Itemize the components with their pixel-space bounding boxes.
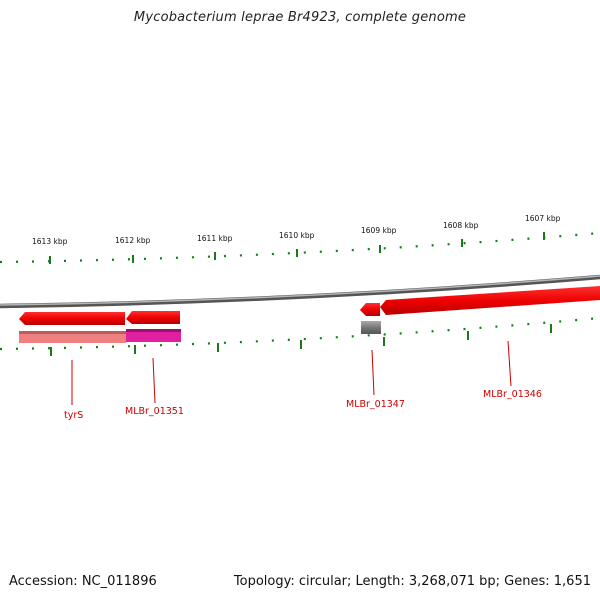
cds-block-MLBr_01347[interactable] [361,321,381,334]
scale-label-1611: 1611 kbp [197,234,233,243]
gene-label-MLBr_01347[interactable]: MLBr_01347 [346,399,405,410]
genome-summary: Topology: circular; Length: 3,268,071 bp… [233,574,591,589]
outer-major-ticks [49,232,545,264]
gene-label-MLBr_01346[interactable]: MLBr_01346 [483,389,542,400]
scale-label-1609: 1609 kbp [361,226,397,235]
map-title: Mycobacterium leprae Br4923, complete ge… [133,10,467,25]
gene-label-tyrS[interactable]: tyrS [64,410,83,421]
cds-block-tyrS[interactable] [19,331,126,343]
gene-arrow-MLBr_01346[interactable] [380,286,600,315]
gene-label-MLBr_01351[interactable]: MLBr_01351 [125,406,184,417]
gene-leader-lines [71,340,512,405]
cds-block-MLBr_01351[interactable] [126,329,181,342]
scale-label-1613: 1613 kbp [32,237,68,246]
gene-arrow-MLBr_01347[interactable] [360,303,380,316]
gene-arrow-tyrS[interactable] [19,312,125,325]
accession-label: Accession: NC_011896 [9,574,157,589]
genome-backbone [0,274,600,309]
scale-label-1607: 1607 kbp [525,214,561,223]
scale-label-1608: 1608 kbp [443,221,479,230]
scale-label-1612: 1612 kbp [115,236,151,245]
gene-arrow-MLBr_01351[interactable] [126,311,180,324]
inner-major-ticks [50,324,552,356]
scale-label-1610: 1610 kbp [279,231,315,240]
